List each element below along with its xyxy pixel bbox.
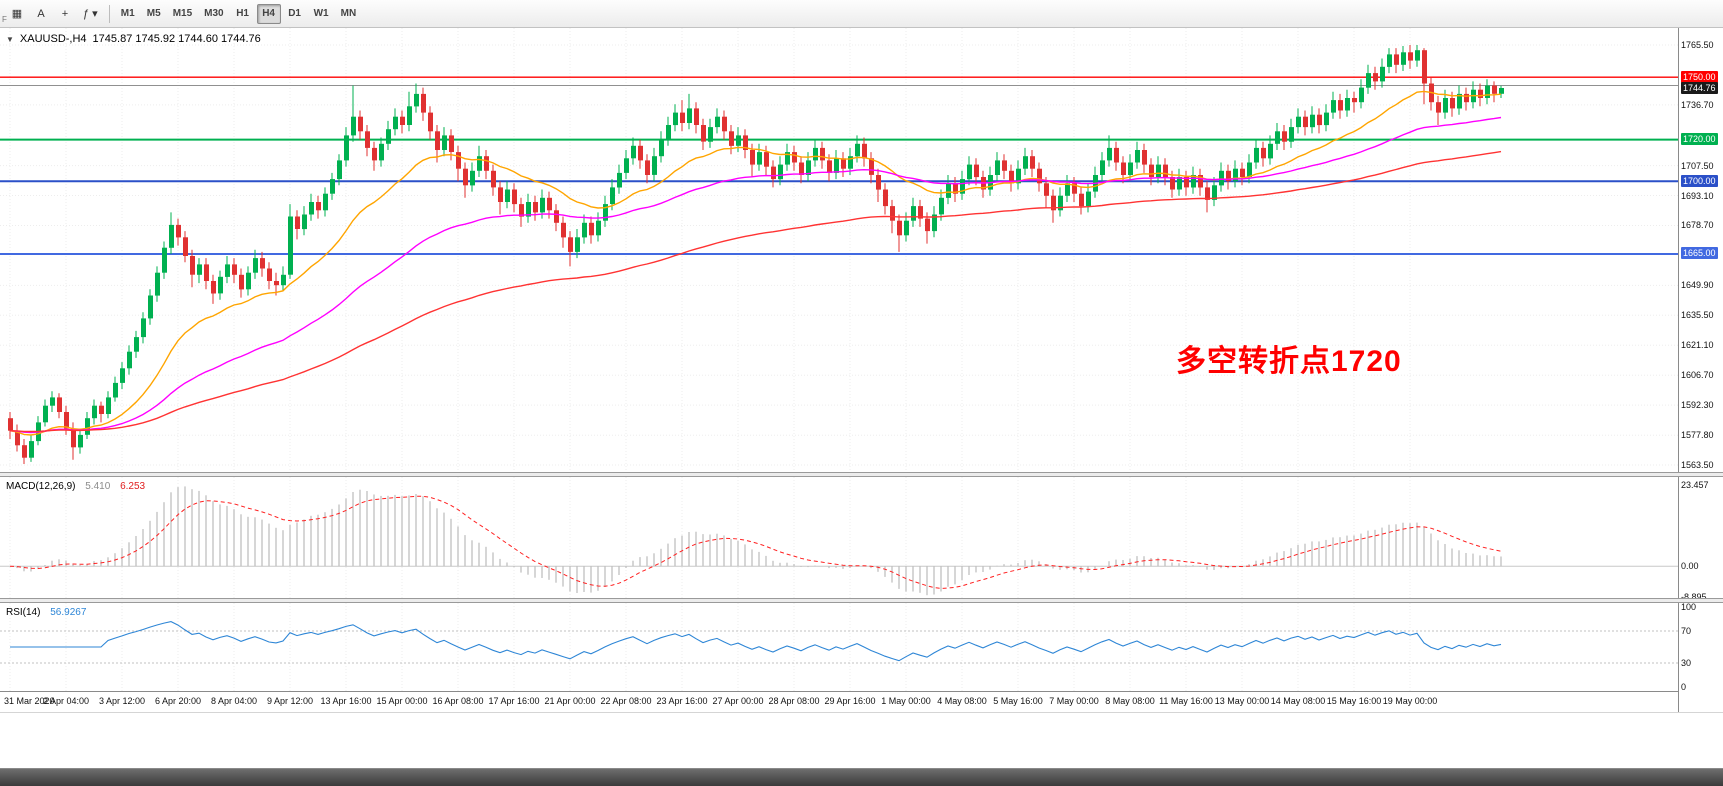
time-axis-label: 13 May 00:00 (1214, 696, 1270, 706)
time-axis-label: 31 Mar 2020 (4, 696, 55, 706)
rsi-axis-label: 70 (1681, 626, 1692, 636)
time-axis-label: 6 Apr 20:00 (154, 696, 202, 706)
level-price-label: 1750.00 (1681, 71, 1718, 83)
time-axis-label: 11 May 16:00 (1159, 696, 1213, 706)
level-price-label: 1665.00 (1681, 247, 1718, 259)
rsi-panel[interactable]: RSI(14) 56.9267 (0, 603, 1678, 691)
time-axis-label: 4 May 08:00 (937, 696, 987, 706)
macd-label: MACD(12,26,9) 5.410 6.253 (6, 481, 145, 492)
macd-chart-canvas[interactable] (0, 477, 1678, 598)
timeframe-h4[interactable]: H4 (256, 3, 281, 24)
time-axis-label: 8 May 08:00 (1105, 696, 1155, 706)
macd-signal-value: 6.253 (120, 481, 146, 492)
rsi-axis-label: 0 (1681, 682, 1687, 692)
price-axis-label: 1765.50 (1681, 40, 1714, 50)
timeframe-m1[interactable]: M1 (120, 8, 135, 19)
time-axis-label: 1 May 00:00 (881, 696, 931, 706)
rsi-axis-label: 30 (1681, 658, 1692, 668)
rsi-axis-label: 100 (1681, 602, 1697, 612)
price-axis-label: 1606.70 (1681, 370, 1714, 380)
price-axis-label: 1592.30 (1681, 400, 1714, 410)
time-axis-label: 5 May 16:00 (993, 696, 1043, 706)
timeframe-d1[interactable]: D1 (288, 8, 301, 19)
price-axis-label: 1563.50 (1681, 460, 1714, 470)
time-axis[interactable]: 31 Mar 2020 2 Apr 04:00 3 Apr 12:00 6 Apr 2… (0, 691, 1678, 712)
status-bar (0, 768, 1723, 786)
price-axis-label: 1693.10 (1681, 191, 1714, 201)
time-axis-label: 16 Apr 08:00 (432, 696, 484, 706)
indicators-dropdown[interactable]: ƒ ▾ (83, 8, 98, 20)
time-axis-label: 21 Apr 00:00 (544, 696, 596, 706)
charts-icon[interactable]: ▦ (11, 8, 23, 20)
time-axis-label: 15 May 16:00 (1326, 696, 1382, 706)
timeframe-mn[interactable]: MN (340, 8, 357, 19)
price-axis-label: 1635.50 (1681, 310, 1714, 320)
panel-splitter-rsi[interactable] (0, 598, 1723, 603)
time-axis-label: 29 Apr 16:00 (824, 696, 876, 706)
candlestick-chart-canvas[interactable] (0, 28, 1678, 472)
price-axis-label: 1621.10 (1681, 340, 1714, 350)
window-background (0, 712, 1723, 768)
macd-axis-label: -8.895 (1681, 592, 1707, 602)
price-axis-label: 1736.70 (1681, 100, 1714, 110)
timeframe-toolbar: M1 M5 M15 M30 H1 H4 D1 W1 MN (116, 3, 361, 24)
macd-main-value: 5.410 (85, 481, 111, 492)
time-axis-label: 9 Apr 12:00 (266, 696, 314, 706)
rsi-name: RSI(14) (6, 607, 41, 618)
macd-name: MACD(12,26,9) (6, 481, 76, 492)
price-axis-label: 1649.90 (1681, 280, 1714, 290)
timeframe-m5[interactable]: M5 (146, 8, 161, 19)
macd-panel[interactable]: MACD(12,26,9) 5.410 6.253 (0, 477, 1678, 598)
timeframe-m15[interactable]: M15 (172, 8, 193, 19)
time-axis-label: 15 Apr 00:00 (376, 696, 428, 706)
toolbar-separator (108, 4, 110, 23)
time-axis-label: 14 May 08:00 (1270, 696, 1326, 706)
time-axis-label: 7 May 00:00 (1049, 696, 1099, 706)
time-axis-label: 28 Apr 08:00 (768, 696, 820, 706)
timeframe-m30[interactable]: M30 (204, 8, 224, 19)
price-axis[interactable]: 1765.50 1736.70 1707.50 1693.10 1678.70 1649.… (1678, 28, 1723, 712)
collapse-triangle-icon[interactable]: ▼ (6, 34, 14, 44)
toolbar-handle: F (2, 15, 7, 24)
time-axis-label: 3 Apr 12:00 (98, 696, 146, 706)
rsi-label: RSI(14) 56.9267 (6, 607, 86, 618)
time-axis-label: 19 May 00:00 (1382, 696, 1438, 706)
price-axis-label: 1577.80 (1681, 430, 1714, 440)
rsi-chart-canvas[interactable] (0, 603, 1678, 691)
time-axis-label: 8 Apr 04:00 (210, 696, 258, 706)
time-axis-label: 17 Apr 16:00 (488, 696, 540, 706)
rsi-value: 56.9267 (50, 607, 87, 618)
chart-text-annotation[interactable]: 多空转折点1720 (1176, 345, 1402, 378)
time-axis-label: 13 Apr 16:00 (320, 696, 372, 706)
timeframe-h1[interactable]: H1 (236, 8, 249, 19)
main-chart-panel[interactable]: ▼ XAUUSD-,H4 1745.87 1745.92 1744.60 174… (0, 28, 1678, 472)
time-axis-label: 22 Apr 08:00 (600, 696, 652, 706)
toolbar-left-group: ▦ A + ƒ ▾ (6, 4, 103, 24)
macd-axis-label: 0.00 (1681, 561, 1699, 571)
time-axis-label: 23 Apr 16:00 (656, 696, 708, 706)
timeframe-w1[interactable]: W1 (313, 8, 329, 19)
text-label-tool[interactable]: A (37, 7, 45, 20)
price-axis-label: 1707.50 (1681, 161, 1714, 171)
price-axis-label: 1678.70 (1681, 220, 1714, 230)
level-price-label: 1720.00 (1681, 133, 1718, 145)
chart-ohlc-readout: 1745.87 1745.92 1744.60 1744.76 (92, 33, 261, 45)
time-axis-label: 27 Apr 00:00 (712, 696, 764, 706)
crosshair-icon[interactable]: + (61, 7, 69, 20)
panel-splitter-macd[interactable] (0, 472, 1723, 477)
toolbar: ▦ A + ƒ ▾ M1 M5 M15 M30 H1 H4 D1 W1 MN F (0, 0, 1723, 28)
chart-symbol-timeframe: XAUUSD-,H4 (19, 33, 87, 45)
macd-axis-label: 23.457 (1681, 480, 1709, 490)
chart-header: ▼ XAUUSD-,H4 1745.87 1745.92 1744.60 174… (6, 33, 261, 45)
time-axis-label: 2 Apr 04:00 (42, 696, 90, 706)
current-price-label: 1744.76 (1681, 82, 1718, 94)
level-price-label: 1700.00 (1681, 175, 1718, 187)
